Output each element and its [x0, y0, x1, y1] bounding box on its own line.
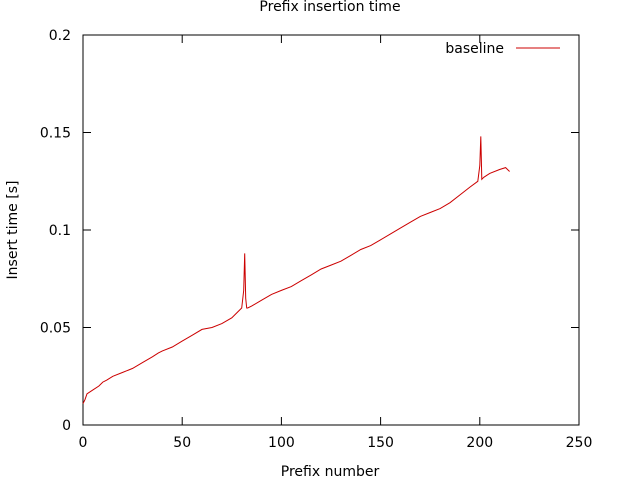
- y-tick-label: 0.2: [49, 28, 71, 44]
- x-tick-label: 250: [566, 435, 593, 451]
- legend-label-baseline: baseline: [445, 41, 504, 57]
- y-axis-label: Insert time [s]: [5, 181, 21, 280]
- series-layer: [82, 136, 510, 404]
- y-tick-label: 0.05: [40, 321, 71, 337]
- x-tick-label: 200: [466, 435, 493, 451]
- legend: baseline: [445, 41, 560, 57]
- chart-title: Prefix insertion time: [259, 0, 400, 15]
- series-line-baseline: [82, 136, 510, 404]
- x-axis-label: Prefix number: [281, 464, 380, 480]
- y-tick-label: 0: [62, 418, 71, 434]
- x-tick-label: 0: [79, 435, 88, 451]
- tick-labels: 0 50 100 150 200 250 0 0.05 0.1 0.15 0.2: [40, 28, 593, 451]
- axis-ticks: [82, 34, 580, 426]
- x-tick-label: 50: [173, 435, 191, 451]
- y-tick-label: 0.15: [40, 126, 71, 142]
- y-tick-label: 0.1: [49, 223, 71, 239]
- x-tick-label: 100: [268, 435, 295, 451]
- x-tick-label: 150: [367, 435, 394, 451]
- plot-area-frame: [82, 34, 580, 426]
